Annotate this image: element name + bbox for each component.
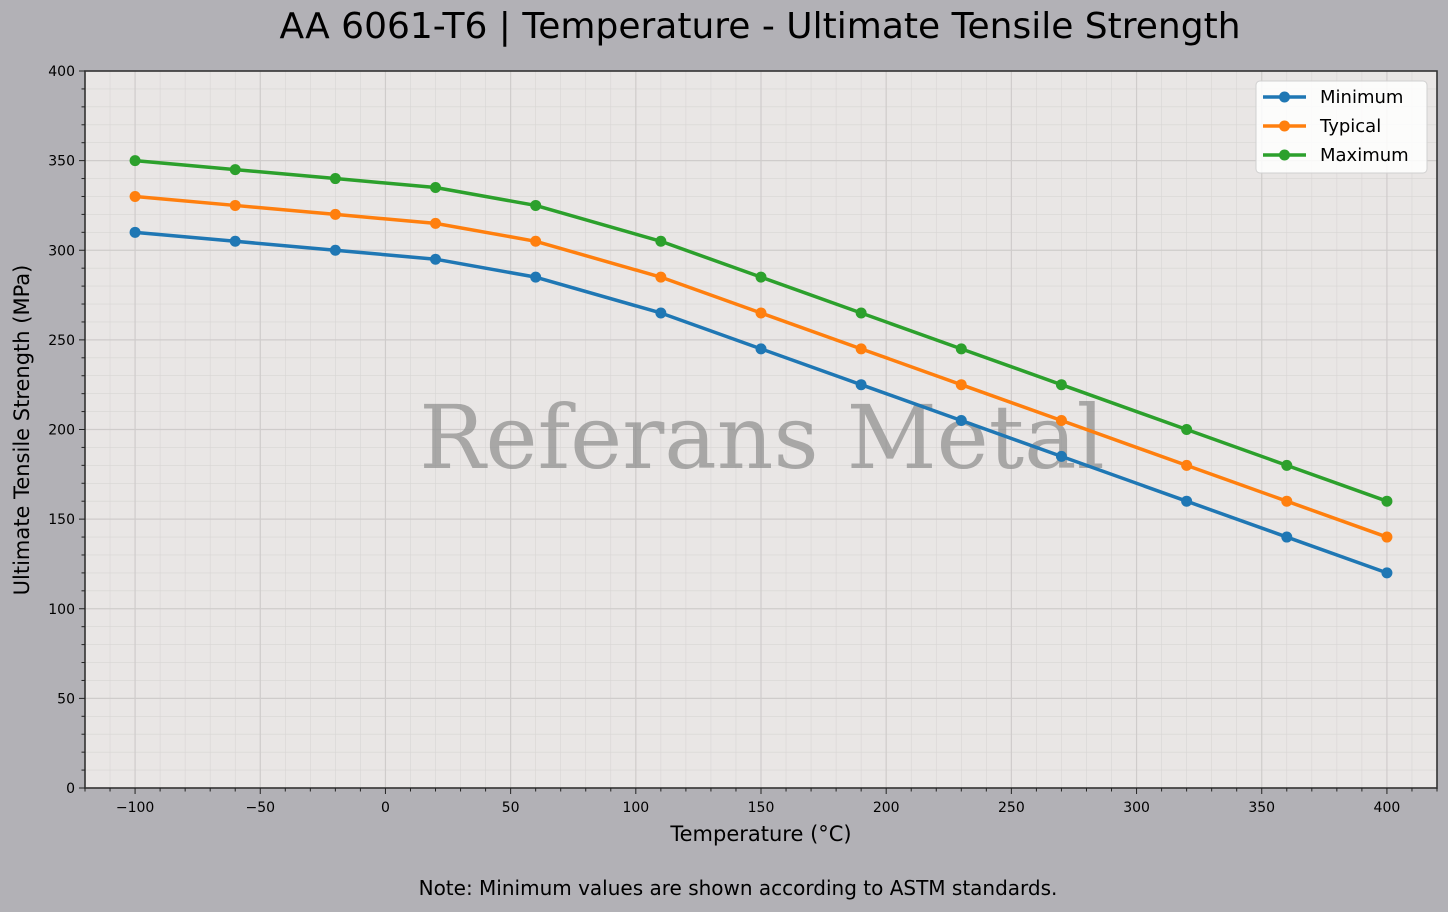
data-point	[1381, 567, 1393, 579]
series-typical	[129, 190, 1393, 543]
data-point	[129, 190, 141, 202]
y-tick-label: 0	[66, 781, 75, 797]
y-tick-label: 350	[48, 154, 75, 170]
data-point	[1281, 495, 1293, 507]
data-point	[530, 235, 542, 247]
data-point	[955, 343, 967, 355]
data-point	[430, 253, 442, 265]
x-tick-label: 150	[748, 800, 775, 816]
data-point	[1055, 415, 1067, 427]
x-tick-label: 0	[381, 800, 390, 816]
data-point	[655, 235, 667, 247]
data-point	[955, 379, 967, 391]
legend-box	[1255, 80, 1428, 174]
data-point	[430, 182, 442, 194]
y-tick-label: 100	[48, 602, 75, 618]
legend-label: Maximum	[1320, 145, 1409, 166]
data-point	[229, 235, 241, 247]
data-point	[1055, 450, 1067, 462]
x-axis-label: Temperature (°C)	[669, 822, 851, 846]
data-point	[530, 199, 542, 211]
y-tick-label: 250	[48, 333, 75, 349]
data-point	[1281, 459, 1293, 471]
y-tick-label: 300	[48, 243, 75, 259]
y-axis-ticks: 0 50 100 150 200 250 300 350 400	[48, 64, 85, 797]
x-tick-label: −100	[116, 800, 154, 816]
footnote: Note: Minimum values are shown according…	[418, 876, 1058, 900]
data-point	[1281, 531, 1293, 543]
major-grid	[85, 70, 1437, 789]
data-point	[1381, 495, 1393, 507]
series-minimum	[129, 226, 1393, 579]
x-tick-label: 350	[1248, 800, 1275, 816]
data-point	[229, 199, 241, 211]
x-tick-label: −50	[245, 800, 275, 816]
data-point	[655, 307, 667, 319]
series-layer	[129, 155, 1393, 579]
legend-marker-icon	[1279, 149, 1290, 161]
watermark: Referans Metal	[419, 386, 1104, 489]
legend-item-typical: Typical	[1263, 116, 1381, 137]
x-axis-ticks: −100 −50 0 50 100 150 200 250 300 350 400	[84, 788, 1438, 816]
x-tick-label: 50	[502, 800, 520, 816]
legend-label: Typical	[1319, 116, 1381, 137]
x-tick-label: 250	[998, 800, 1025, 816]
legend-marker-icon	[1279, 120, 1290, 132]
data-point	[1381, 531, 1393, 543]
data-point	[1181, 459, 1193, 471]
x-tick-label: 100	[622, 800, 649, 816]
y-tick-label: 50	[57, 691, 75, 707]
data-point	[329, 208, 341, 220]
data-point	[855, 307, 867, 319]
legend-item-maximum: Maximum	[1263, 145, 1409, 166]
data-point	[1181, 424, 1193, 435]
legend-marker-icon	[1279, 91, 1290, 103]
data-point	[129, 155, 141, 167]
x-tick-label: 400	[1374, 800, 1401, 816]
chart-title: AA 6061-T6 | Temperature - Ultimate Tens…	[279, 6, 1241, 47]
data-point	[655, 271, 667, 283]
data-point	[329, 244, 341, 256]
x-tick-label: 200	[873, 800, 900, 816]
data-point	[430, 217, 442, 229]
data-point	[530, 271, 542, 283]
data-point	[755, 271, 767, 283]
y-axis-label: Ultimate Tensile Strength (MPa)	[10, 265, 34, 596]
data-point	[755, 343, 767, 355]
x-tick-label: 300	[1123, 800, 1150, 816]
data-point	[855, 379, 867, 391]
data-point	[329, 173, 341, 185]
y-tick-label: 200	[48, 423, 75, 439]
y-tick-label: 150	[48, 512, 75, 528]
data-point	[129, 226, 141, 238]
data-point	[1181, 495, 1193, 507]
legend: Minimum Typical Maximum	[1255, 80, 1428, 174]
y-tick-label: 400	[48, 64, 75, 80]
data-point	[229, 164, 241, 176]
data-point	[855, 343, 867, 355]
series-maximum	[129, 155, 1393, 507]
legend-item-minimum: Minimum	[1263, 87, 1403, 108]
legend-label: Minimum	[1320, 87, 1403, 108]
data-point	[1055, 379, 1067, 391]
data-point	[755, 307, 767, 319]
data-point	[955, 415, 967, 427]
